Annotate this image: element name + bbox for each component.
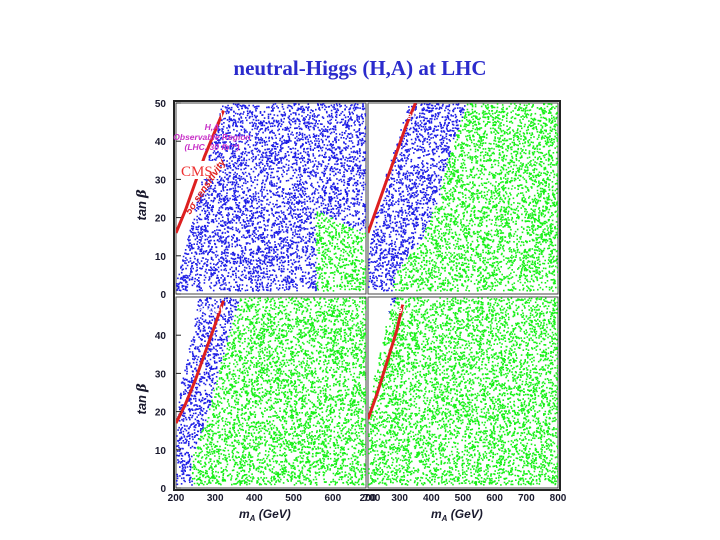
scan-points bbox=[368, 297, 558, 486]
allowed-points bbox=[393, 103, 558, 292]
y-axis-label: tanβ bbox=[134, 189, 150, 221]
y-tick-label: 40 bbox=[155, 137, 167, 148]
x-tick-label: 600 bbox=[486, 493, 503, 504]
x-axis-label-subscript: A bbox=[249, 514, 256, 523]
y-tick-label: 20 bbox=[155, 214, 167, 225]
x-tick-label: 400 bbox=[246, 493, 263, 504]
excluded-points bbox=[176, 297, 240, 486]
y-tick-label: 30 bbox=[155, 369, 167, 380]
allowed-points bbox=[315, 211, 366, 292]
mu-label: μ=700GeV bbox=[181, 305, 227, 315]
scan-points bbox=[176, 297, 366, 486]
y-axis-label: tanβ bbox=[134, 383, 150, 415]
scan-points bbox=[368, 103, 558, 292]
y-axis-label-symbol: β bbox=[135, 189, 150, 199]
cms-label-background bbox=[179, 161, 219, 179]
x-tick-label: 400 bbox=[423, 493, 440, 504]
slide-title: neutral-Higgs (H,A) at LHC bbox=[233, 56, 487, 80]
scan-points bbox=[176, 103, 366, 292]
x-tick-label: 500 bbox=[455, 493, 472, 504]
mu-label: μ=200GeV bbox=[181, 111, 227, 121]
x-tick-label: 700 bbox=[364, 493, 381, 504]
panel-4: μ=1 TeV bbox=[367, 296, 559, 489]
panel-2: μ=400GeV bbox=[367, 102, 559, 295]
y-axis-label-symbol: β bbox=[135, 383, 150, 393]
y-tick-label: 0 bbox=[160, 290, 166, 301]
y-tick-label: 50 bbox=[155, 99, 167, 110]
x-axis-label-unit: (GeV) bbox=[447, 507, 482, 521]
excluded-points bbox=[176, 103, 366, 292]
inset-text-line: H,A bbox=[205, 122, 220, 132]
sensitivity-curve bbox=[176, 300, 225, 424]
inset-text-line: (LHC, 30 fb⁻¹) bbox=[184, 142, 239, 152]
x-tick-label: 300 bbox=[391, 493, 408, 504]
sensitivity-curve bbox=[368, 304, 405, 420]
x-axis-label-unit: (GeV) bbox=[255, 507, 290, 521]
y-tick-label: 20 bbox=[155, 408, 167, 419]
x-tick-label: 600 bbox=[324, 493, 341, 504]
sensitivity-curve bbox=[368, 103, 417, 234]
mu-label: μ=400GeV bbox=[373, 111, 419, 121]
cms-label: CMS bbox=[181, 164, 213, 180]
x-axis-label: mA (GeV) bbox=[239, 507, 291, 523]
inset-text-line: Observable Region bbox=[173, 132, 250, 142]
allowed-points bbox=[368, 297, 558, 486]
y-tick-label: 10 bbox=[155, 252, 167, 263]
y-tick-label: 0 bbox=[160, 484, 166, 495]
panel-background bbox=[175, 296, 367, 489]
x-tick-label: 200 bbox=[360, 493, 377, 504]
x-tick-label: 500 bbox=[285, 493, 302, 504]
y-tick-label: 30 bbox=[155, 175, 167, 186]
x-tick-label: 700 bbox=[518, 493, 535, 504]
mu-label: μ=1 TeV bbox=[373, 305, 409, 315]
panel-3: μ=700GeV bbox=[175, 296, 367, 489]
y-tick-label: 40 bbox=[155, 331, 167, 342]
x-axis-label-subscript: A bbox=[441, 514, 448, 523]
y-tick-label: 10 bbox=[155, 446, 167, 457]
x-tick-label: 800 bbox=[550, 493, 567, 504]
x-axis-label: mA (GeV) bbox=[431, 507, 483, 523]
excluded-points bbox=[388, 297, 397, 314]
x-tick-label: 200 bbox=[168, 493, 185, 504]
allowed-points bbox=[191, 297, 366, 486]
x-tick-label: 300 bbox=[207, 493, 224, 504]
excluded-points bbox=[368, 103, 466, 292]
